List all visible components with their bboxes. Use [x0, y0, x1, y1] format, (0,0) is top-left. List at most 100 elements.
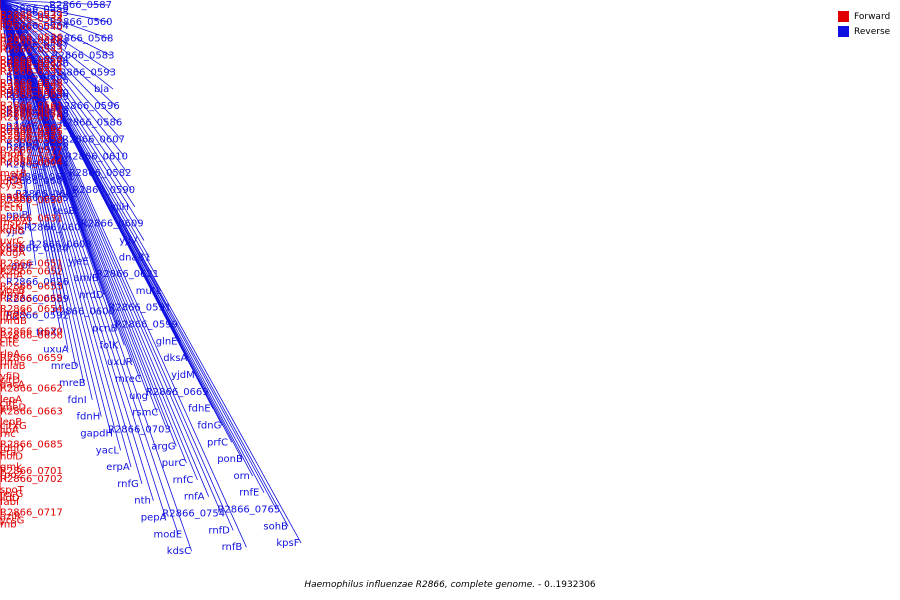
forward-gene-label[interactable]: nadK — [0, 191, 26, 202]
reverse-gene-label[interactable]: ung — [129, 391, 148, 402]
reverse-gene-label[interactable]: R2866_0765 — [217, 505, 280, 516]
reverse-gene-label[interactable]: ssb2 — [42, 155, 65, 166]
forward-gene-label[interactable]: R2866_0561 — [0, 100, 63, 111]
forward-gene-label[interactable]: metB — [0, 168, 27, 179]
reverse-gene-label[interactable]: R2866_0585 — [6, 8, 69, 19]
forward-gene-label[interactable]: cysS — [0, 180, 23, 191]
reverse-gene-label[interactable]: uxuR — [107, 357, 133, 368]
forward-gene-label[interactable]: R2866_0562 — [0, 123, 63, 134]
forward-gene-label[interactable]: yoaE — [0, 244, 24, 255]
reverse-gene-label[interactable]: R2866_0566 — [6, 59, 69, 70]
reverse-gene-label[interactable]: bla — [94, 84, 109, 95]
forward-gene-label[interactable]: R2866_0563 — [0, 90, 63, 101]
forward-gene-label[interactable]: R2866_0577 — [0, 146, 63, 157]
reverse-gene-label[interactable]: sohB — [263, 521, 288, 532]
reverse-gene-label[interactable]: prfC — [207, 437, 228, 448]
forward-gene-label[interactable]: ldhA — [0, 176, 22, 187]
reverse-gene-label[interactable]: rnfB — [222, 542, 243, 553]
forward-gene-label[interactable]: R2866_0543 — [0, 45, 63, 56]
forward-gene-label[interactable]: R2866_0570 — [0, 112, 63, 123]
reverse-gene-label[interactable]: modE — [154, 529, 183, 540]
reverse-gene-label[interactable]: R2866_0621 — [96, 269, 159, 280]
reverse-gene-label[interactable]: R2866_0611 — [11, 172, 74, 183]
forward-gene-label[interactable]: yfiD — [0, 372, 20, 383]
forward-gene-label[interactable]: R2866_0571 — [0, 131, 63, 142]
forward-gene-label[interactable]: citF — [0, 398, 18, 409]
reverse-gene-label[interactable]: rnfD — [208, 525, 230, 536]
forward-gene-label[interactable]: recG — [0, 489, 23, 500]
reverse-gene-label[interactable]: tnpR — [6, 126, 30, 137]
forward-gene-label[interactable]: R2866_0540 — [0, 22, 63, 33]
reverse-gene-label[interactable]: dnaB1 — [119, 252, 151, 263]
forward-gene-label[interactable]: rec2 — [0, 199, 22, 210]
forward-gene-label[interactable]: R2866_0663 — [0, 406, 63, 417]
reverse-gene-label[interactable]: rnfG — [117, 479, 139, 490]
forward-gene-label[interactable]: citD — [0, 376, 20, 387]
reverse-gene-label[interactable]: dksA — [163, 353, 187, 364]
reverse-gene-label[interactable]: ponB — [217, 454, 243, 465]
forward-gene-label[interactable]: era — [0, 448, 16, 459]
forward-gene-label[interactable]: lys — [0, 41, 14, 52]
reverse-gene-label[interactable]: R2866_0608 — [29, 240, 92, 251]
forward-gene-label[interactable]: R2866_0653 — [0, 281, 63, 292]
reverse-gene-label[interactable]: mutL — [136, 286, 162, 297]
reverse-gene-label[interactable]: glnE — [156, 336, 178, 347]
forward-gene-label[interactable]: R2866_0631 — [0, 214, 63, 225]
forward-gene-label[interactable]: msbA — [0, 218, 28, 229]
forward-gene-label[interactable]: R2866_0630 — [0, 195, 63, 206]
forward-gene-label[interactable]: R2866_0573 — [0, 108, 63, 119]
forward-gene-label[interactable]: lipB — [0, 312, 19, 323]
forward-gene-label[interactable]: trxM — [0, 172, 22, 183]
forward-gene-label[interactable]: R2866_0533 — [0, 10, 63, 21]
forward-gene-label[interactable]: citE — [0, 335, 19, 346]
reverse-gene-label[interactable]: yjiG — [6, 227, 25, 238]
forward-gene-label[interactable]: holD — [0, 452, 23, 463]
forward-gene-label[interactable]: ybeB — [0, 285, 25, 296]
reverse-gene-label[interactable]: rsmC — [132, 408, 158, 419]
forward-gene-label[interactable]: spoT — [0, 485, 25, 496]
reverse-gene-label[interactable]: R2866_0590 — [72, 185, 135, 196]
reverse-gene-label[interactable]: R2866_0560 — [50, 17, 113, 28]
forward-gene-label[interactable]: miaB — [0, 361, 26, 372]
forward-gene-label[interactable]: R2866_0547 — [0, 59, 63, 70]
forward-gene-label[interactable]: R2866_0549 — [0, 86, 63, 97]
reverse-gene-label[interactable]: R2866_0609 — [81, 219, 144, 230]
reverse-gene-label[interactable]: fdhE — [188, 404, 211, 415]
reverse-gene-label[interactable]: R2866_0580 — [6, 88, 69, 99]
reverse-gene-label[interactable]: R2866_0591 — [108, 303, 171, 314]
reverse-gene-label[interactable]: yjiH — [110, 202, 129, 213]
forward-gene-label[interactable]: R2866_0572 — [0, 154, 63, 165]
forward-gene-label[interactable]: rlpA — [0, 349, 20, 360]
forward-gene-label[interactable]: R2866_0534 — [0, 14, 63, 25]
forward-gene-label[interactable]: lipA — [0, 425, 19, 436]
forward-gene-label[interactable]: tnpA — [0, 150, 24, 161]
reverse-gene-label[interactable]: topB — [6, 25, 29, 36]
reverse-gene-label[interactable]: rnfC — [173, 475, 194, 486]
reverse-gene-label[interactable]: mreC — [115, 374, 142, 385]
forward-gene-label[interactable]: R2866_0656 — [0, 331, 63, 342]
reverse-gene-label[interactable]: grpE — [11, 260, 34, 271]
forward-gene-label[interactable]: R2866_0702 — [0, 474, 63, 485]
forward-gene-label[interactable]: riml — [0, 357, 19, 368]
reverse-gene-label[interactable]: gapdH — [80, 429, 113, 440]
reverse-gene-label[interactable]: trpX — [36, 328, 57, 339]
forward-gene-label[interactable]: fdhD — [0, 444, 24, 455]
reverse-gene-label[interactable]: R2866_0569 — [6, 92, 69, 103]
reverse-gene-label[interactable]: R2866_0605 — [15, 189, 78, 200]
reverse-gene-label[interactable]: pepA — [141, 513, 167, 524]
reverse-gene-label[interactable]: R2866_0703 — [108, 425, 171, 436]
forward-gene-label[interactable]: xthA — [0, 271, 23, 282]
reverse-gene-label[interactable]: nrdD — [79, 290, 104, 301]
forward-gene-label[interactable]: R2866_0604 — [0, 158, 63, 169]
forward-gene-label[interactable]: R2866_0717 — [0, 507, 63, 518]
reverse-gene-label[interactable]: R2866_0565 — [6, 75, 69, 86]
reverse-gene-label[interactable]: R2866_0620 — [6, 244, 69, 255]
reverse-gene-label[interactable]: uxuA — [43, 344, 69, 355]
forward-gene-label[interactable]: fabI — [0, 497, 19, 508]
reverse-gene-label[interactable]: orn — [234, 471, 250, 482]
forward-gene-label[interactable]: R2866_0654 — [0, 304, 63, 315]
forward-gene-label[interactable]: citC — [0, 339, 19, 350]
forward-gene-label[interactable]: yccA — [0, 263, 24, 274]
reverse-gene-label[interactable]: rnfA — [184, 492, 205, 503]
reverse-gene-label[interactable]: R2866_0594 — [6, 159, 69, 170]
